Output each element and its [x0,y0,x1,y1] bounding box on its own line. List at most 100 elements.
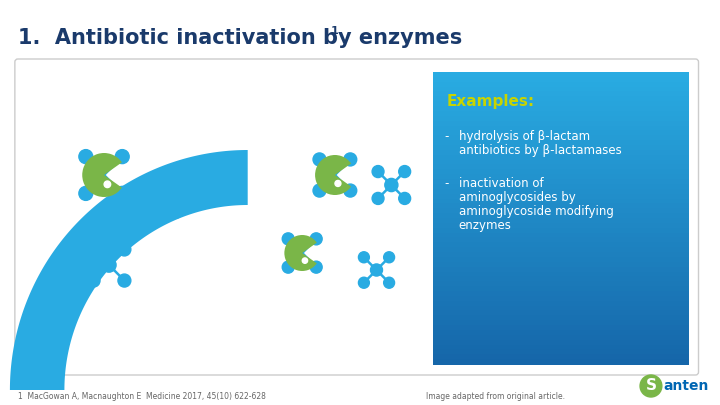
Text: aminoglycoside modifying: aminoglycoside modifying [459,205,613,218]
Circle shape [399,192,410,205]
Bar [433,198,688,204]
Bar [433,194,688,199]
Bar [433,350,688,355]
Circle shape [171,182,181,193]
Bar [433,208,688,213]
Bar [433,354,688,360]
Bar [433,306,688,311]
Bar [433,345,688,350]
Circle shape [313,184,326,197]
Bar [433,160,688,165]
Bar [433,111,688,116]
Bar [433,252,688,258]
Bar [433,189,688,194]
Wedge shape [315,155,351,195]
Circle shape [313,153,326,166]
Circle shape [359,277,369,288]
Text: S: S [645,379,657,394]
Circle shape [79,149,93,164]
Bar [433,130,688,136]
Bar [433,155,688,160]
Circle shape [145,207,156,218]
Circle shape [115,186,129,200]
Text: enzymes: enzymes [459,219,512,232]
FancyBboxPatch shape [15,59,698,375]
Text: Image adapted from original article.: Image adapted from original article. [426,392,565,401]
Circle shape [302,258,307,263]
Text: Examples:: Examples: [447,94,535,109]
Circle shape [371,264,382,276]
Bar [433,169,688,175]
Bar [433,247,688,253]
Text: 1.  Antibiotic inactivation by enzymes: 1. Antibiotic inactivation by enzymes [18,28,462,48]
Bar [433,116,688,121]
Bar [433,262,688,267]
Circle shape [282,261,294,273]
Circle shape [384,277,395,288]
Wedge shape [284,235,317,271]
Bar [433,150,688,155]
Circle shape [282,233,294,245]
Bar [433,72,688,77]
Circle shape [640,375,662,397]
Bar [433,174,688,179]
Bar [433,315,688,321]
Bar [433,325,688,330]
Text: anten: anten [664,379,709,393]
Bar [433,223,688,228]
Bar [433,237,688,243]
Bar [433,213,688,219]
Bar [433,286,688,292]
Bar [433,335,688,340]
Circle shape [384,252,395,263]
Circle shape [310,233,322,245]
Bar [433,87,688,92]
Circle shape [118,274,131,287]
Circle shape [104,181,111,188]
Bar [433,271,688,277]
Bar [433,135,688,141]
Bar [433,96,688,102]
Bar [433,140,688,145]
Bar [433,121,688,126]
Bar [433,296,688,301]
Text: hydrolysis of β-lactam: hydrolysis of β-lactam [459,130,590,143]
Text: -: - [445,177,449,190]
Bar [433,126,688,131]
Circle shape [384,178,398,192]
Circle shape [344,153,356,166]
Bar [433,218,688,224]
Circle shape [118,243,131,256]
Text: antibiotics by β-lactamases: antibiotics by β-lactamases [459,144,621,157]
Text: 1  MacGowan A, Macnaughton E  Medicine 2017, 45(10) 622-628: 1 MacGowan A, Macnaughton E Medicine 201… [18,392,266,401]
Bar [433,276,688,282]
Wedge shape [82,153,122,197]
Bar [433,340,688,345]
Circle shape [310,261,322,273]
Bar [433,184,688,189]
Circle shape [171,207,181,218]
Bar [433,232,688,238]
Bar [433,82,688,87]
Circle shape [115,149,129,164]
Circle shape [158,194,169,206]
Bar [433,311,688,316]
Circle shape [372,166,384,177]
Bar [433,77,688,82]
Bar [433,257,688,262]
Circle shape [87,243,100,256]
Text: -: - [445,130,449,143]
Polygon shape [10,150,248,390]
Text: aminoglycosides by: aminoglycosides by [459,191,575,204]
Bar [433,228,688,233]
Bar [433,320,688,326]
Bar [433,101,688,107]
Bar [433,106,688,111]
Circle shape [359,252,369,263]
Bar [433,145,688,150]
Bar [433,301,688,306]
Circle shape [344,184,356,197]
Bar [433,359,688,364]
Bar [433,179,688,184]
Bar [433,291,688,296]
